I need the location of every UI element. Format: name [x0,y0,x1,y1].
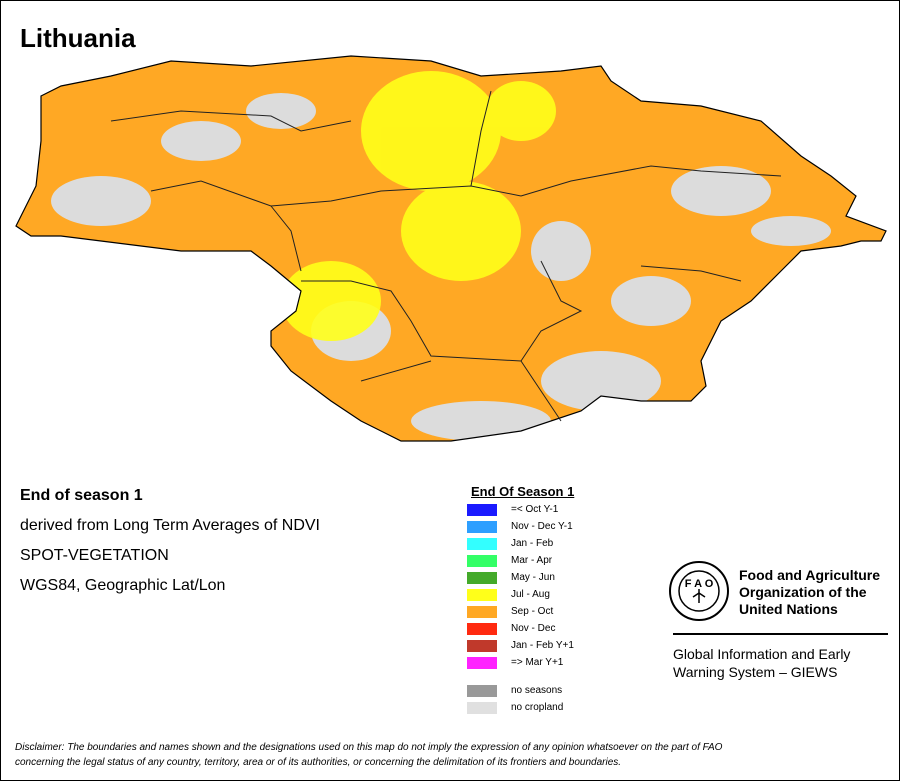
legend-swatch [467,555,497,567]
legend-swatch [467,623,497,635]
legend-swatch [467,640,497,652]
legend-label: Jan - Feb [511,538,554,549]
svg-text:F A O: F A O [685,578,714,590]
region-boundaries [110,90,782,422]
legend-label: Nov - Dec Y-1 [511,521,573,532]
info-line: WGS84, Geographic Lat/Lon [20,577,226,594]
info-line: SPOT-VEGETATION [20,547,169,564]
separator [673,633,888,635]
info-line: derived from Long Term Averages of NDVI [20,517,320,534]
org-name: Food and Agriculture [739,567,881,583]
legend-swatch [467,702,497,714]
legend-label: Jan - Feb Y+1 [511,640,574,651]
legend-swatch [467,521,497,533]
disclaimer: concerning the legal status of any count… [15,757,622,768]
legend-label: =< Oct Y-1 [511,504,559,515]
system-name: Warning System – GIEWS [673,664,838,680]
legend-swatch [467,606,497,618]
map-title: Lithuania [20,23,136,53]
legend-swatch [467,538,497,550]
info-line: End of season 1 [20,487,143,504]
legend-label: Jul - Aug [511,589,550,600]
org-name: Organization of the [739,584,867,600]
legend-swatch [467,685,497,697]
legend-swatch [467,657,497,669]
system-name: Global Information and Early [673,646,851,662]
legend-label: May - Jun [511,572,555,583]
legend-label: Sep - Oct [511,606,554,617]
legend-label: no seasons [511,685,563,696]
fao-logo: F A O [669,561,729,621]
legend-label: no cropland [511,702,564,713]
org-name: United Nations [739,601,838,617]
map [15,55,887,442]
disclaimer: Disclaimer: The boundaries and names sho… [15,742,723,753]
legend-swatch [467,572,497,584]
legend-swatch [467,589,497,601]
legend-swatch [467,504,497,516]
legend-label: Nov - Dec [511,623,556,634]
legend-label: Mar - Apr [511,555,553,566]
legend-title: End Of Season 1 [471,484,575,499]
legend-label: => Mar Y+1 [511,657,564,668]
